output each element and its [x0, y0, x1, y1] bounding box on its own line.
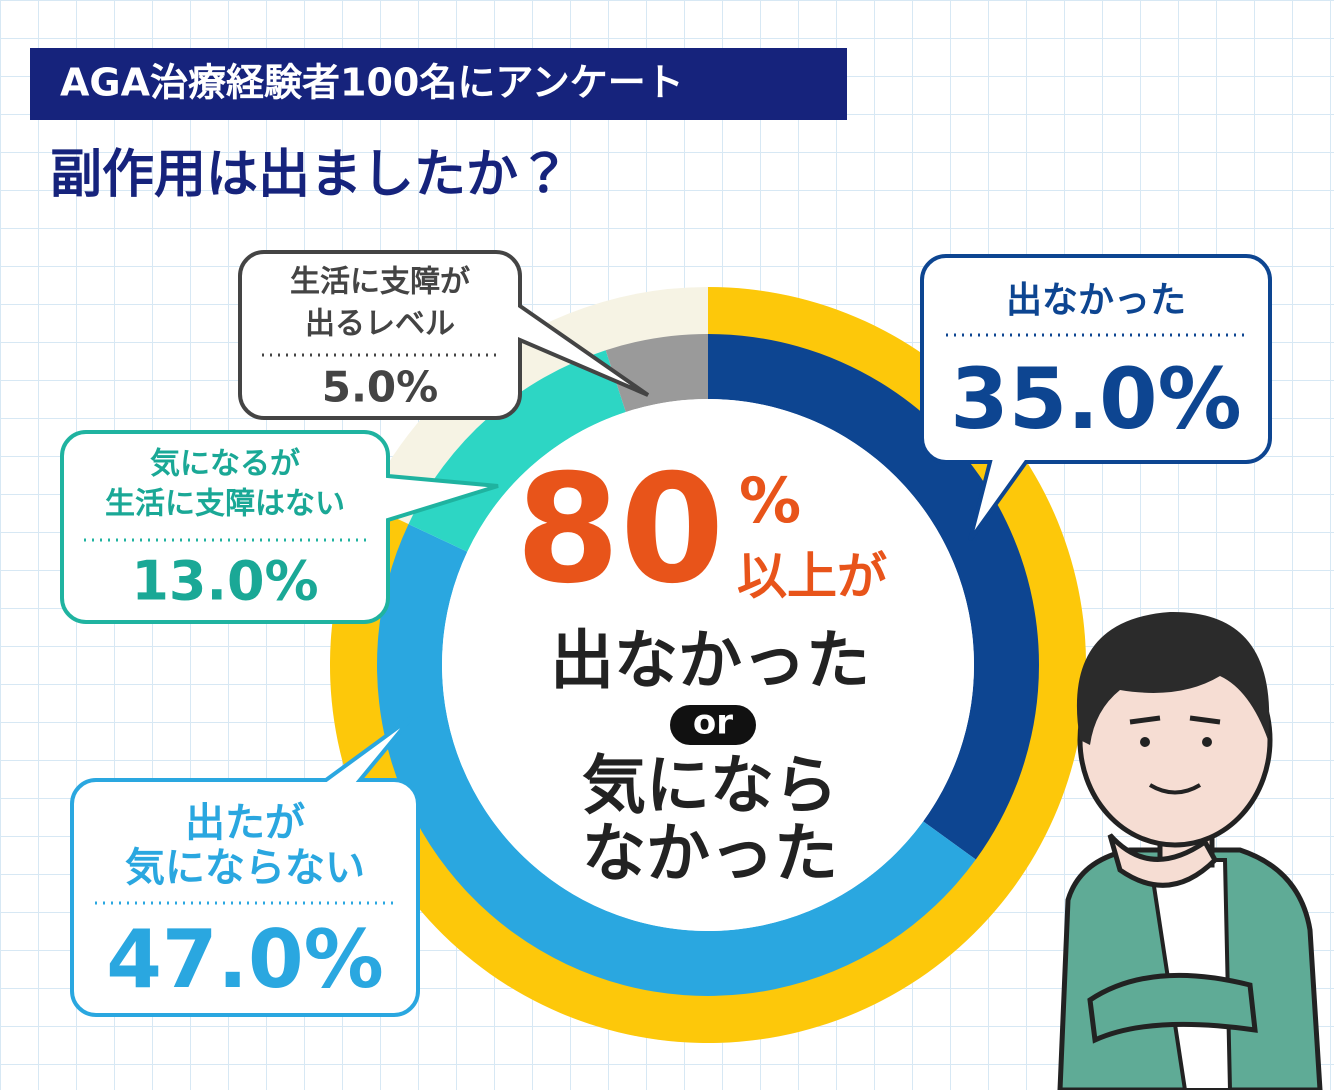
or-pill: [670, 705, 756, 745]
callout-box: [920, 254, 1272, 542]
value-label: 47.0%: [106, 913, 384, 1006]
callout-box: [70, 715, 420, 1017]
donut-segment: [605, 334, 708, 413]
category-label: 生活に支障はない: [105, 487, 345, 522]
callout-box: [60, 430, 499, 624]
donut-segment: [377, 524, 976, 996]
center-text: 80 % 以上が 出なかった or 気になら なかった: [516, 443, 887, 892]
category-label: 出るレベル: [305, 307, 455, 342]
center-line: 気になら: [582, 750, 838, 824]
highlight-unit: %: [739, 464, 801, 537]
chart-title: 副作用は出ましたか？: [50, 145, 570, 205]
donut-segment: [408, 350, 626, 552]
value-label: 35.0%: [950, 350, 1241, 448]
header: AGA治療経験者100名にアンケート: [60, 61, 684, 105]
donut-hole: [442, 399, 974, 931]
center-line: 出なかった: [550, 625, 870, 699]
person: [1057, 611, 1323, 1090]
center-line: なかった: [582, 818, 838, 892]
donut: [329, 287, 1086, 1043]
category-label: 気になるが: [150, 447, 300, 482]
category-label: 生活に支障が: [290, 265, 470, 300]
category-label: 気にならない: [125, 845, 365, 891]
category-label: 出なかった: [1006, 280, 1186, 321]
header-band: [30, 48, 847, 120]
category-label: 出たが: [185, 800, 305, 846]
highlight-number: 80: [516, 443, 725, 617]
callout-box: [238, 250, 650, 420]
donut-segment: [708, 334, 1039, 860]
or-label: or: [693, 703, 733, 743]
value-label: 13.0%: [131, 550, 318, 613]
highlight-suffix: 以上が: [737, 548, 887, 606]
value-label: 5.0%: [322, 363, 438, 412]
